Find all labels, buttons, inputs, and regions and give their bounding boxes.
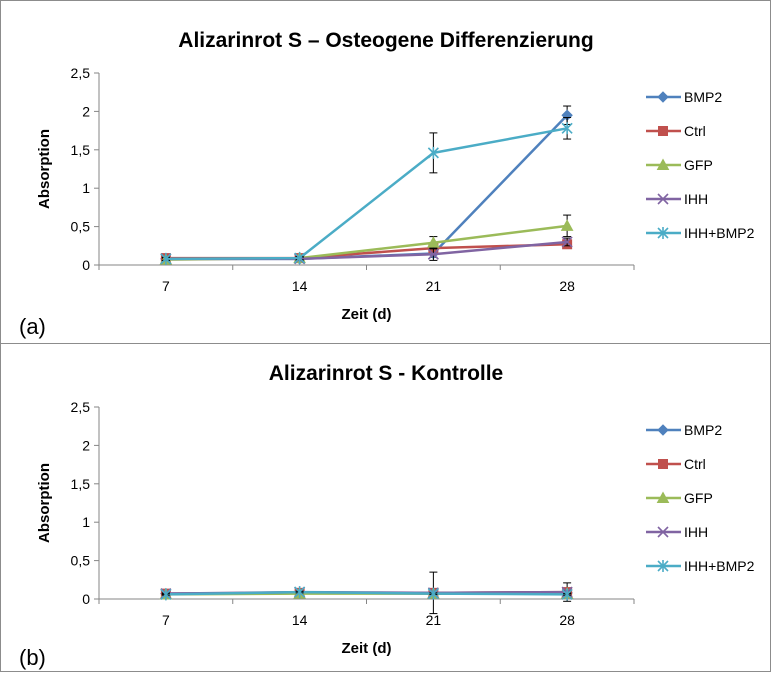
chart-a-x-tick-label: 14 [292, 278, 308, 294]
chart-a-series-bmp2 [160, 105, 573, 265]
chart-a-legend-marker [657, 193, 669, 205]
chart-b-point-ihh-bmp2 [561, 588, 573, 601]
chart-a-legend-item-ihh-bmp2: IHH+BMP2 [646, 225, 755, 241]
chart-a-legend-label: IHH [684, 191, 708, 207]
chart-a-x-tick-label: 7 [162, 278, 170, 294]
chart-a-point-ihh-bmp2 [294, 252, 306, 265]
chart-a-legend-item-bmp2: BMP2 [646, 89, 722, 105]
chart-a-legend-label: BMP2 [684, 89, 722, 105]
chart-a-y-tick-label: 0 [82, 257, 90, 273]
chart-a-legend-marker [656, 158, 670, 170]
chart-b-legend-marker [658, 459, 668, 469]
chart-a-legend-label: GFP [684, 157, 713, 173]
chart-a-point-gfp [427, 236, 440, 248]
chart-b-legend-label: IHH+BMP2 [684, 558, 755, 574]
chart-b-legend-marker [656, 491, 670, 503]
chart-a-line-ihh-bmp2 [165, 127, 568, 261]
chart-a-line-gfp [165, 224, 568, 261]
chart-b-line-ihh-bmp2 [165, 590, 568, 596]
chart-svg: Alizarinrot S – Osteogene Differenzierun… [19, 29, 755, 339]
chart-a-legend-marker [658, 126, 668, 136]
chart-a-x-tick-label: 28 [559, 278, 575, 294]
chart-panel-b: Alizarinrot S - Kontrolle 0 0,5 1 1,5 2 2,5 7 14… [0, 343, 771, 672]
chart-b-legend-label: GFP [684, 490, 713, 506]
chart-b-legend-marker [657, 560, 669, 572]
chart-b-x-axis-label: Zeit (d) [342, 640, 392, 657]
chart-b-legend-marker [657, 424, 669, 436]
chart-a-panel-label: (a) [19, 314, 46, 339]
chart-svg: Alizarinrot S - Kontrolle 0 0,5 1 1,5 2 2,5 7 14… [19, 362, 755, 670]
chart-a-y-tick-label: 1 [82, 180, 90, 196]
chart-b-legend-label: Ctrl [684, 456, 706, 472]
chart-a-y-axis-label: Absorption [36, 129, 53, 209]
chart-b-legend-label: BMP2 [684, 422, 722, 438]
chart-a-legend-label: IHH+BMP2 [684, 225, 755, 241]
chart-b-y-tick-label: 1 [82, 514, 90, 530]
chart-b-title: Alizarinrot S - Kontrolle [269, 362, 504, 385]
chart-a-y-tick-label: 2 [82, 103, 90, 119]
chart-a-title: Alizarinrot S – Osteogene Differenzierun… [178, 29, 593, 52]
chart-a-legend-item-gfp: GFP [646, 157, 713, 173]
chart-a-legend-item-ctrl: Ctrl [646, 123, 706, 139]
chart-b-legend-item-ihh: IHH [646, 524, 708, 540]
chart-b-point-ihh-bmp2 [160, 588, 172, 601]
chart-b-y-tick-label: 1,5 [71, 476, 91, 492]
chart-b-legend-label: IHH [684, 524, 708, 540]
chart-b-x-tick-label: 21 [426, 612, 442, 628]
chart-b-legend-item-bmp2: BMP2 [646, 422, 722, 438]
chart-b-legend-item-ihh-bmp2: IHH+BMP2 [646, 558, 755, 574]
chart-a-x-axis-label: Zeit (d) [342, 306, 392, 323]
chart-a-point-ihh-bmp2 [561, 122, 573, 135]
chart-b-x-tick-label: 7 [162, 612, 170, 628]
chart-a-point-ihh [561, 236, 573, 248]
chart-a-point-ihh-bmp2 [160, 252, 172, 265]
chart-a-y-tick-label: 1,5 [71, 142, 91, 158]
chart-b-y-tick-label: 0 [82, 591, 90, 607]
chart-a-point-ihh-bmp2 [427, 146, 439, 159]
chart-b-series-ihh-bmp2 [160, 586, 573, 601]
chart-a-x-tick-label: 21 [426, 278, 442, 294]
chart-b-panel-label: (b) [19, 645, 46, 670]
chart-a-series-ihh-bmp2 [160, 117, 573, 265]
chart-a-point-gfp [560, 219, 574, 231]
chart-a-y-tick-label: 2,5 [71, 65, 91, 81]
chart-a-point-ihh [427, 248, 439, 260]
chart-b-point-ihh-bmp2 [294, 586, 306, 599]
chart-b-x-tick-label: 28 [559, 612, 575, 628]
chart-b-y-tick-label: 2,5 [71, 399, 91, 415]
chart-b-y-tick-label: 0,5 [71, 553, 91, 569]
chart-b-legend-item-gfp: GFP [646, 490, 713, 506]
chart-a-line-bmp2 [165, 114, 569, 261]
chart-b-x-tick-label: 14 [292, 612, 308, 628]
chart-a-y-tick-label: 0,5 [71, 219, 91, 235]
chart-a-legend-marker [657, 227, 669, 239]
chart-a-legend-marker [657, 91, 669, 103]
chart-b-legend-item-ctrl: Ctrl [646, 456, 706, 472]
chart-panel-a: Alizarinrot S – Osteogene Differenzierun… [0, 0, 771, 345]
chart-b-point-ihh-bmp2 [427, 587, 439, 600]
chart-a-legend-item-ihh: IHH [646, 191, 708, 207]
chart-a-legend-label: Ctrl [684, 123, 706, 139]
chart-b-y-axis-label: Absorption [36, 463, 53, 543]
chart-b-legend-marker [657, 526, 669, 538]
chart-b-y-tick-label: 2 [82, 437, 90, 453]
